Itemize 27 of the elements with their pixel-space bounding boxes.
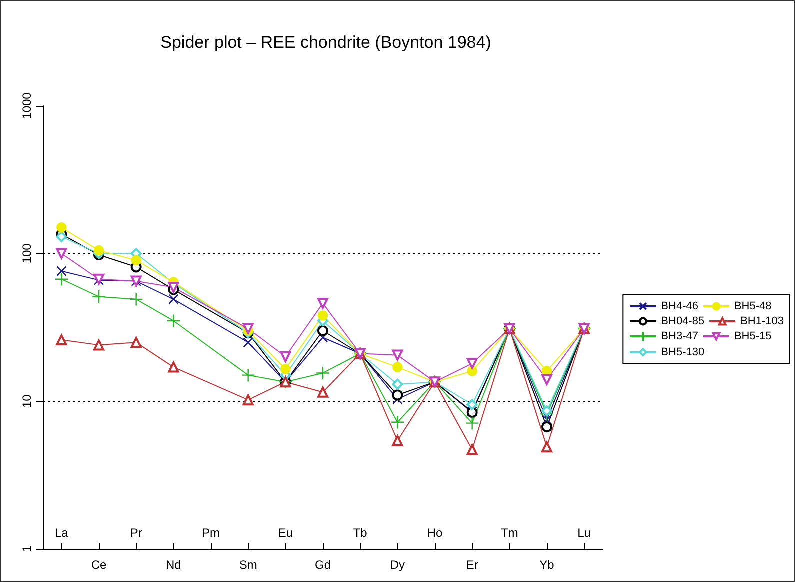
y-tick-label: 1000 xyxy=(20,92,34,120)
x-tick-label: La xyxy=(54,526,69,540)
x-tick-label: Ho xyxy=(427,526,443,540)
legend-label: BH3-47 xyxy=(661,330,698,342)
x-tick-label: Dy xyxy=(390,558,406,572)
x-tick-label: Pr xyxy=(130,526,142,540)
y-tick-label: 1 xyxy=(20,545,34,552)
legend-label: BH5-48 xyxy=(734,300,772,312)
x-tick-label: Ce xyxy=(91,558,107,572)
legend-label: BH5-130 xyxy=(661,346,705,358)
x-tick-label: Yb xyxy=(540,558,555,572)
chart-title: Spider plot – REE chondrite (Boynton 1984) xyxy=(160,33,492,52)
x-tick-label: Tm xyxy=(501,526,518,540)
x-tick-label: Nd xyxy=(166,558,182,572)
legend-label: BH5-15 xyxy=(734,330,772,342)
y-tick-label: 100 xyxy=(20,243,34,264)
x-tick-label: Lu xyxy=(578,526,592,540)
legend-label: BH4-46 xyxy=(661,300,698,312)
x-tick-label: Er xyxy=(466,558,478,572)
x-tick-label: Eu xyxy=(278,526,294,540)
x-tick-label: Tb xyxy=(353,526,368,540)
legend-label: BH04-85 xyxy=(661,316,705,328)
y-tick-label: 10 xyxy=(20,394,34,408)
x-tick-label: Pm xyxy=(202,526,220,540)
x-tick-label: Sm xyxy=(239,558,258,572)
legend-label: BH1-103 xyxy=(740,316,784,328)
x-tick-label: Gd xyxy=(314,558,332,572)
